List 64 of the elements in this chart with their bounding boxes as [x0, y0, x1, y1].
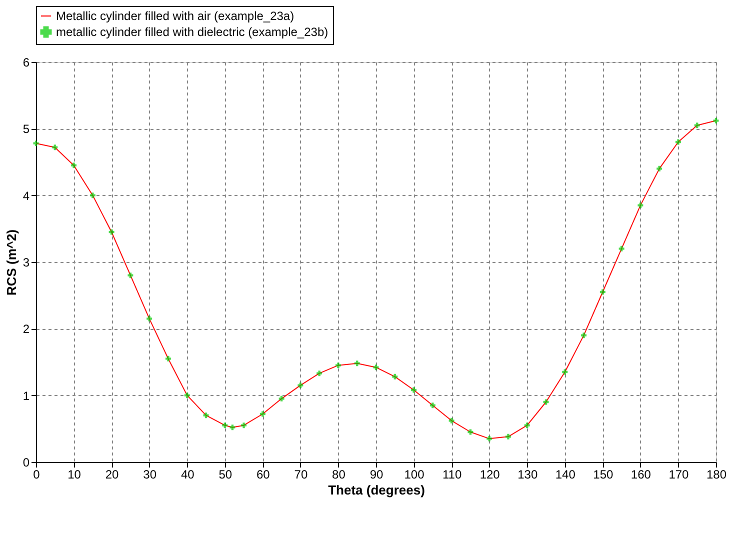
point [33, 140, 39, 146]
x-tick-label: 180 [706, 468, 727, 482]
point [713, 118, 719, 124]
point [411, 387, 417, 393]
point [184, 392, 190, 398]
x-tick-label: 120 [480, 468, 500, 482]
x-tick-label: 110 [442, 468, 462, 482]
point [128, 272, 134, 278]
x-axis-title: Theta (degrees) [328, 482, 425, 498]
x-tick-label: 60 [256, 468, 270, 482]
x-tick-label: 40 [180, 468, 195, 482]
y-tick-label: 2 [22, 322, 30, 336]
point [448, 418, 454, 424]
x-tick-label: 70 [294, 468, 308, 482]
y-tick-label: 0 [22, 456, 30, 470]
point [241, 422, 247, 428]
point [203, 412, 209, 418]
point [638, 202, 644, 208]
y-tick-label: 6 [22, 56, 30, 70]
x-tick-label: 20 [105, 468, 120, 482]
point [486, 436, 492, 442]
x-tick-label: 50 [218, 468, 232, 482]
y-tick-label: 1 [22, 388, 30, 403]
point [90, 192, 96, 198]
point [278, 396, 284, 402]
x-tick-label: 150 [593, 468, 614, 482]
x-tick-label: 80 [332, 468, 346, 482]
point [600, 289, 606, 295]
y-axis-title: RCS (m^2) [4, 229, 19, 296]
point [335, 362, 341, 368]
legend-label: metallic cylinder filled with dielectric (example_23b) [56, 25, 328, 39]
point [260, 411, 266, 417]
point [675, 139, 681, 145]
x-tick-label: 0 [33, 468, 40, 482]
legend-label: Metallic cylinder filled with air (example_23a) [56, 9, 294, 23]
x-tick-label: 90 [370, 468, 384, 482]
x-tick-label: 100 [404, 468, 425, 482]
x-tick-label: 170 [668, 468, 690, 482]
point [618, 246, 624, 252]
point [694, 122, 700, 128]
point [52, 144, 58, 150]
x-tick-label: 160 [630, 468, 652, 482]
x-tick-label: 30 [143, 468, 157, 482]
point [392, 374, 398, 380]
point [71, 162, 77, 168]
point [656, 166, 662, 172]
point [430, 402, 436, 408]
y-tick-label: 4 [22, 188, 30, 203]
point [222, 422, 228, 428]
y-tick-label: 3 [22, 256, 30, 270]
point [230, 424, 236, 430]
x-tick-label: 140 [555, 468, 576, 482]
point [298, 382, 304, 388]
point [354, 360, 360, 366]
y-tick-label: 5 [22, 122, 30, 136]
point [524, 422, 530, 428]
x-tick-label: 130 [518, 468, 538, 482]
x-tick-label: 10 [68, 468, 82, 482]
point [581, 332, 587, 338]
point [373, 364, 379, 370]
point [505, 434, 511, 440]
point [316, 370, 322, 376]
point [146, 316, 152, 322]
point [165, 356, 171, 362]
